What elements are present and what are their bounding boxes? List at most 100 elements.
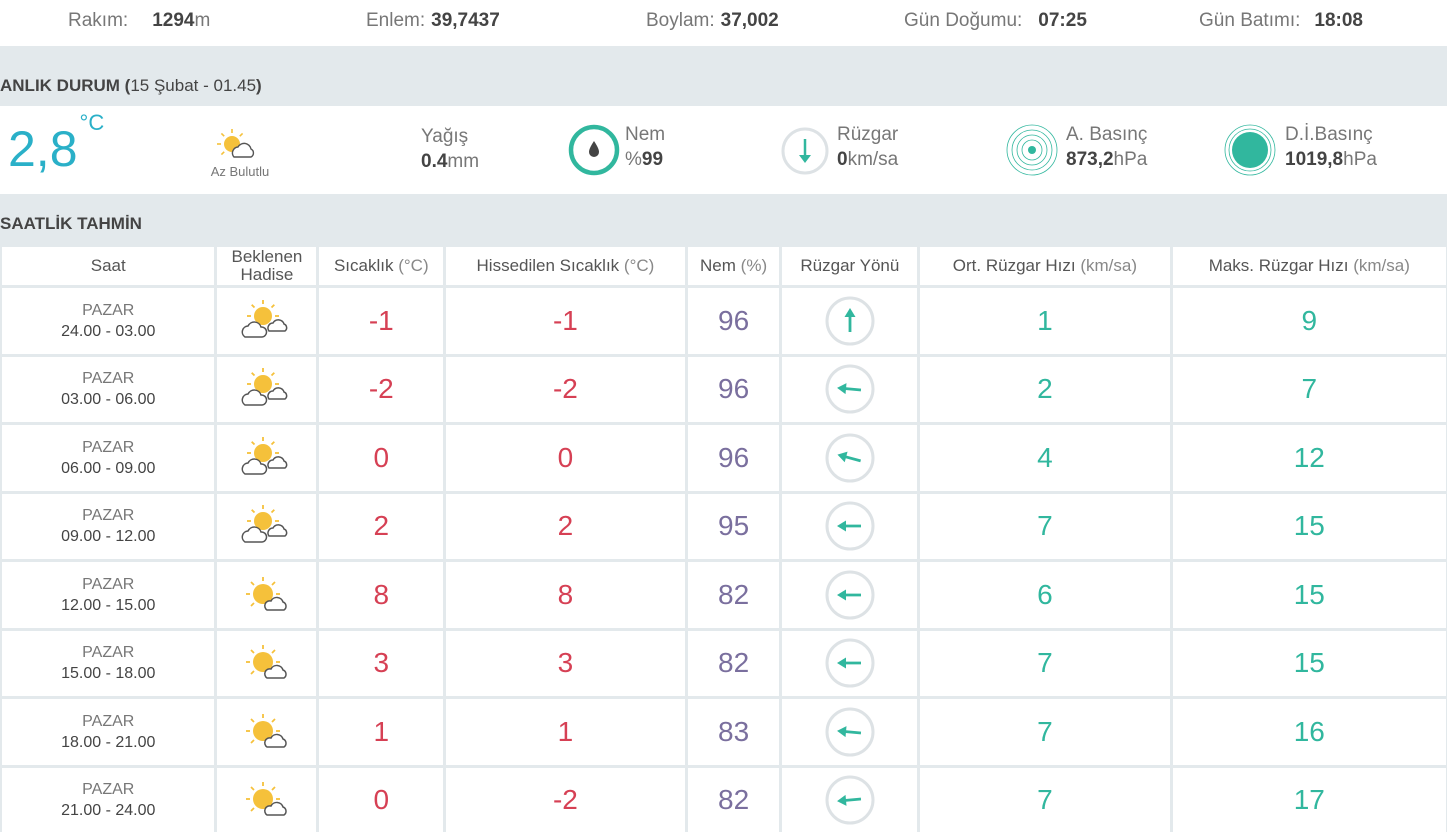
event-cell xyxy=(217,288,317,354)
header-max-wind: Maks. Rüzgar Hızı (km/sa) xyxy=(1172,247,1446,285)
humidity-cell: 82 xyxy=(687,767,780,832)
hourly-forecast-table: Saat Beklenen Hadise Sıcaklık (°C) Hissed… xyxy=(0,244,1447,832)
table-row: PAZAR 12.00 - 15.00 8 8 82 6 15 xyxy=(2,562,1446,628)
mostly-sunny-icon xyxy=(245,713,287,748)
partly-cloudy-icon xyxy=(217,129,255,158)
table-row: PAZAR 09.00 - 12.00 2 2 95 7 15 xyxy=(2,493,1446,559)
avg-wind-cell: 7 xyxy=(920,630,1170,696)
wind-direction-cell xyxy=(782,288,918,354)
feels-like-cell: -2 xyxy=(446,356,685,422)
avg-wind-cell: 7 xyxy=(920,493,1170,559)
temp-cell: 3 xyxy=(319,630,444,696)
temp-cell: 8 xyxy=(319,562,444,628)
wind-direction-cell xyxy=(782,767,918,832)
temp-cell: 2 xyxy=(319,493,444,559)
precipitation-metric: Yağış 0.4mm xyxy=(421,126,480,172)
table-row: PAZAR 15.00 - 18.00 3 3 82 7 15 xyxy=(2,630,1446,696)
partly-cloudy-icon xyxy=(241,299,288,338)
wind-direction-cell xyxy=(782,356,918,422)
current-conditions-title: ANLIK DURUM (15 Şubat - 01.45) xyxy=(0,76,262,95)
header-temp: Sıcaklık (°C) xyxy=(319,247,444,285)
wind-metric: Rüzgar 0km/sa xyxy=(837,124,899,170)
longitude-stat: Boylam: 37,002 xyxy=(646,10,779,31)
max-wind-cell: 16 xyxy=(1172,699,1446,765)
event-cell xyxy=(217,493,317,559)
event-cell xyxy=(217,425,317,491)
avg-wind-cell: 6 xyxy=(920,562,1170,628)
header-event: Beklenen Hadise xyxy=(217,247,317,285)
header-avg-wind: Ort. Rüzgar Hızı (km/sa) xyxy=(920,247,1170,285)
max-wind-cell: 15 xyxy=(1172,493,1446,559)
event-cell xyxy=(217,562,317,628)
feels-like-cell: 1 xyxy=(446,699,685,765)
table-row: PAZAR 21.00 - 24.00 0 -2 82 7 17 xyxy=(2,767,1446,832)
feels-like-cell: 8 xyxy=(446,562,685,628)
temp-cell: 0 xyxy=(319,425,444,491)
event-cell xyxy=(217,630,317,696)
table-row: PAZAR 18.00 - 21.00 1 1 83 7 16 xyxy=(2,699,1446,765)
time-cell: PAZAR 03.00 - 06.00 xyxy=(2,356,215,422)
humidity-cell: 96 xyxy=(687,356,780,422)
feels-like-cell: -2 xyxy=(446,767,685,832)
current-conditions-panel: 2,8°C Az Bulutlu Yağış 0.4mm Nem %99 Rüz… xyxy=(0,106,1447,194)
event-cell xyxy=(217,699,317,765)
event-cell xyxy=(217,356,317,422)
table-row: PAZAR 03.00 - 06.00 -2 -2 96 2 7 xyxy=(2,356,1446,422)
time-cell: PAZAR 12.00 - 15.00 xyxy=(2,562,215,628)
time-cell: PAZAR 06.00 - 09.00 xyxy=(2,425,215,491)
partly-cloudy-icon xyxy=(241,368,288,406)
table-header-row: Saat Beklenen Hadise Sıcaklık (°C) Hissed… xyxy=(2,247,1446,285)
time-cell: PAZAR 24.00 - 03.00 xyxy=(2,288,215,354)
max-wind-cell: 9 xyxy=(1172,288,1446,354)
feels-like-cell: 3 xyxy=(446,630,685,696)
event-cell xyxy=(217,767,317,832)
hourly-forecast-title: SAATLİK TAHMİN xyxy=(0,214,142,233)
wind-direction-icon xyxy=(825,775,875,825)
latitude-stat: Enlem: 39,7437 xyxy=(366,10,500,31)
max-wind-cell: 7 xyxy=(1172,356,1446,422)
sea-level-pressure-icon xyxy=(1224,124,1276,176)
avg-wind-cell: 7 xyxy=(920,767,1170,832)
feels-like-cell: 0 xyxy=(446,425,685,491)
sea-pressure-metric: D.İ.Basınç 1019,8hPa xyxy=(1285,124,1377,170)
humidity-cell: 82 xyxy=(687,630,780,696)
time-cell: PAZAR 21.00 - 24.00 xyxy=(2,767,215,832)
current-condition: Az Bulutlu xyxy=(200,126,280,179)
pressure-icon xyxy=(1006,124,1058,176)
humidity-cell: 95 xyxy=(687,493,780,559)
wind-direction-icon xyxy=(825,296,875,346)
max-wind-cell: 12 xyxy=(1172,425,1446,491)
current-temperature: 2,8°C xyxy=(8,110,105,177)
wind-direction-icon xyxy=(825,364,875,414)
wind-direction-cell xyxy=(782,630,918,696)
header-wind-direction: Rüzgar Yönü xyxy=(782,247,918,285)
temp-cell: -1 xyxy=(319,288,444,354)
max-wind-cell: 17 xyxy=(1172,767,1446,832)
temp-cell: -2 xyxy=(319,356,444,422)
time-cell: PAZAR 09.00 - 12.00 xyxy=(2,493,215,559)
table-row: PAZAR 24.00 - 03.00 -1 -1 96 1 9 xyxy=(2,288,1446,354)
feels-like-cell: 2 xyxy=(446,493,685,559)
wind-direction-cell xyxy=(782,699,918,765)
humidity-cell: 82 xyxy=(687,562,780,628)
sunset-stat: Gün Batımı: 18:08 xyxy=(1199,10,1363,31)
wind-direction-icon xyxy=(825,570,875,620)
humidity-cell: 83 xyxy=(687,699,780,765)
wind-direction-icon xyxy=(825,707,875,757)
altitude-stat: Rakım: 1294m xyxy=(68,10,211,31)
humidity-metric: Nem %99 xyxy=(625,124,666,170)
wind-direction-icon xyxy=(825,638,875,688)
temp-cell: 0 xyxy=(319,767,444,832)
max-wind-cell: 15 xyxy=(1172,630,1446,696)
wind-direction-cell xyxy=(782,425,918,491)
temp-cell: 1 xyxy=(319,699,444,765)
avg-wind-cell: 4 xyxy=(920,425,1170,491)
header-feels-like: Hissedilen Sıcaklık (°C) xyxy=(446,247,685,285)
header-time: Saat xyxy=(2,247,215,285)
humidity-cell: 96 xyxy=(687,425,780,491)
partly-cloudy-icon xyxy=(241,505,288,543)
avg-wind-cell: 7 xyxy=(920,699,1170,765)
wind-direction-icon xyxy=(781,127,829,175)
sunrise-stat: Gün Doğumu: 07:25 xyxy=(904,10,1087,31)
mostly-sunny-icon xyxy=(245,782,287,816)
